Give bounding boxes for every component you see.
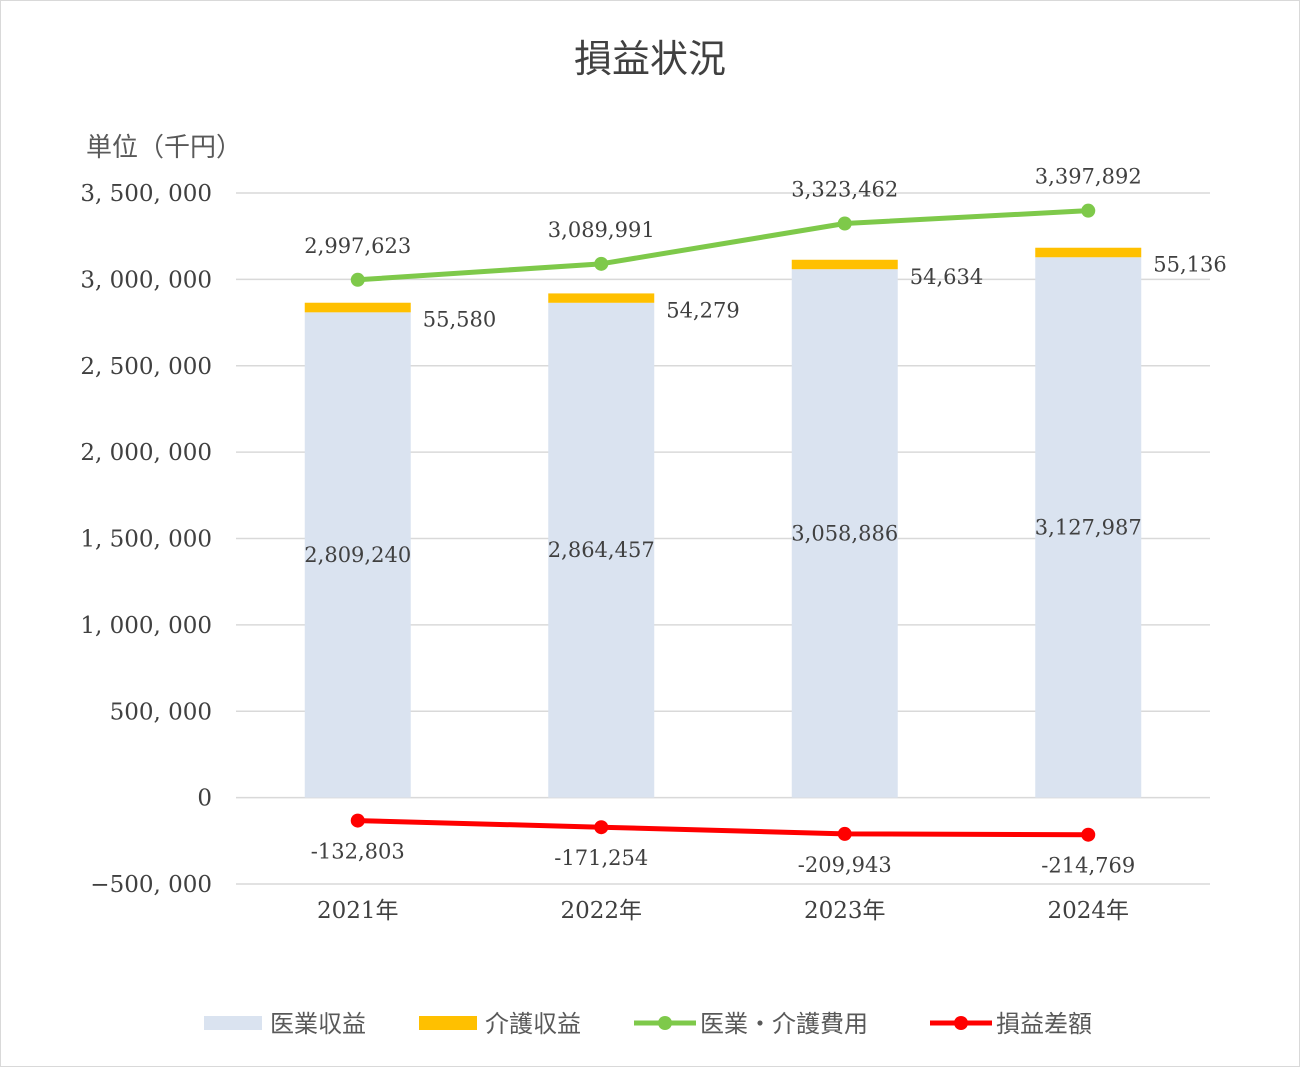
data-label-medical-revenue: 2,864,457	[548, 538, 655, 562]
line-expenses	[355, 208, 1091, 283]
point-profit-loss	[1081, 827, 1096, 842]
x-tick-label: 2021年	[317, 898, 399, 924]
data-label-care-revenue: 54,279	[666, 298, 739, 322]
x-axis-ticks: 2021年 2022年 2023年 2024年	[317, 898, 1129, 924]
legend-label: 医業・介護費用	[700, 1010, 868, 1038]
line-profit-loss	[355, 818, 1091, 838]
y-tick-label: 2, 500, 000	[80, 354, 212, 380]
point-expenses	[350, 272, 365, 287]
bar-care-revenue	[1035, 247, 1142, 258]
legend-label: 医業収益	[270, 1010, 366, 1038]
legend-swatch	[419, 1016, 477, 1030]
x-tick-label: 2023年	[804, 898, 886, 924]
bar-medical-revenue	[548, 302, 655, 798]
x-tick-label: 2024年	[1047, 898, 1129, 924]
y-tick-label: 3, 500, 000	[80, 181, 212, 207]
bar-medical-revenue	[304, 312, 411, 798]
data-label-medical-revenue: 3,058,886	[791, 521, 898, 545]
y-tick-label: 0	[197, 786, 212, 812]
data-label-profit-loss: -214,769	[1041, 854, 1135, 878]
legend-marker	[954, 1016, 968, 1030]
chart-title: 損益状況	[574, 37, 726, 81]
data-label-profit-loss: -171,254	[554, 846, 648, 870]
legend-label: 損益差額	[996, 1010, 1092, 1038]
data-label-care-revenue: 54,634	[910, 265, 983, 289]
point-profit-loss	[594, 820, 609, 835]
legend-label: 介護収益	[485, 1010, 581, 1038]
legend-marker	[658, 1016, 672, 1030]
lines	[350, 203, 1096, 842]
data-label-medical-revenue: 2,809,240	[304, 543, 411, 567]
y-tick-label: 1, 000, 000	[80, 613, 212, 639]
y-tick-label: 2, 000, 000	[80, 440, 212, 466]
bar-care-revenue	[304, 302, 411, 313]
point-expenses	[594, 256, 609, 271]
y-tick-label: 500, 000	[110, 699, 212, 725]
data-label-profit-loss: -132,803	[311, 840, 405, 864]
unit-label: 単位（千円）	[86, 133, 242, 163]
bar-medical-revenue	[791, 269, 898, 798]
point-profit-loss	[350, 813, 365, 828]
y-tick-label: 1, 500, 000	[80, 527, 212, 553]
data-label-expenses: 3,089,991	[548, 218, 655, 242]
data-label-expenses: 3,323,462	[791, 177, 898, 201]
bar-care-revenue	[791, 259, 898, 270]
legend: 医業収益 介護収益 医業・介護費用 損益差額	[204, 1010, 1092, 1038]
data-label-care-revenue: 55,136	[1153, 253, 1226, 277]
y-axis-ticks: 3, 500, 000 3, 000, 000 2, 500, 000 2, 000,…	[80, 181, 212, 898]
point-expenses	[1081, 203, 1096, 218]
data-label-expenses: 3,397,892	[1035, 165, 1142, 189]
legend-swatch	[204, 1016, 262, 1030]
y-tick-label: 3, 000, 000	[80, 267, 212, 293]
data-labels: 2,809,240 55,580 2,864,457 54,279 3,058,886 5…	[304, 165, 1226, 878]
point-profit-loss	[837, 826, 852, 841]
bar-medical-revenue	[1035, 257, 1142, 798]
y-tick-label: −500, 000	[90, 872, 212, 898]
bar-care-revenue	[548, 293, 655, 303]
x-tick-label: 2022年	[560, 898, 642, 924]
data-label-profit-loss: -209,943	[798, 853, 892, 877]
data-label-care-revenue: 55,580	[423, 308, 496, 332]
point-expenses	[837, 216, 852, 231]
bars	[304, 247, 1142, 798]
data-label-medical-revenue: 3,127,987	[1035, 515, 1142, 539]
data-label-expenses: 2,997,623	[304, 234, 411, 258]
